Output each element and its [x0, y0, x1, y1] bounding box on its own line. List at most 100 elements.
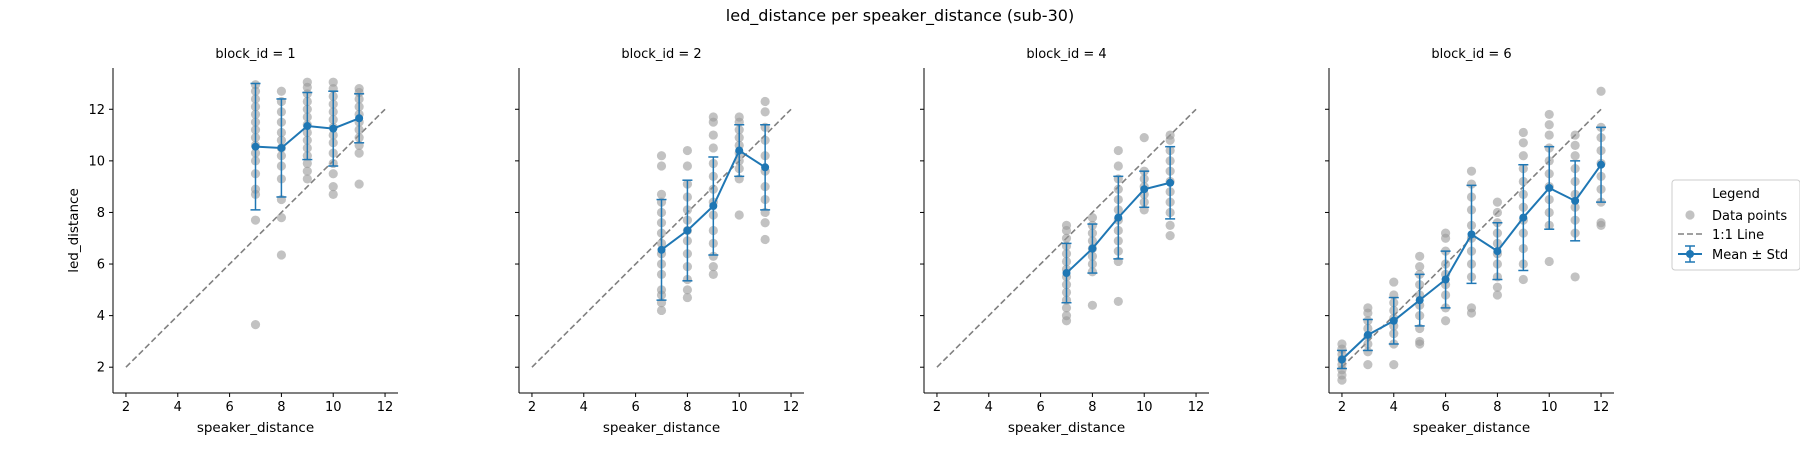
data-point	[1440, 228, 1451, 238]
data-point	[1440, 316, 1451, 326]
data-point	[1544, 130, 1554, 140]
data-point	[760, 107, 770, 117]
mean-point	[1493, 247, 1502, 256]
data-point	[1466, 303, 1477, 313]
x-tick-label: 2	[528, 400, 536, 415]
error-bar	[1596, 126, 1607, 203]
error-bar	[1362, 318, 1373, 352]
data-point	[1570, 151, 1580, 161]
error-bar	[1336, 349, 1347, 370]
x-axis-label: speaker_distance	[1008, 420, 1125, 436]
error-bar	[1544, 145, 1555, 230]
error-bar	[708, 156, 719, 256]
panel-block-2: block_id = 4 2 4 6 8 10 12 speaker_distance	[920, 47, 1209, 436]
data-point	[708, 143, 718, 153]
data-point	[682, 292, 693, 303]
error-bar	[1440, 250, 1451, 309]
data-point	[1389, 277, 1399, 287]
data-point	[760, 96, 770, 107]
mean-point	[1467, 230, 1476, 239]
data-point	[1518, 151, 1528, 161]
data-point	[1492, 282, 1503, 292]
error-bar	[682, 179, 693, 282]
legend-entry-mean: Mean ± Std	[1712, 248, 1788, 263]
x-tick-label: 8	[683, 400, 691, 415]
data-point	[1389, 360, 1399, 370]
data-point	[682, 145, 693, 156]
data-point	[1544, 109, 1554, 120]
data-point	[1061, 233, 1072, 243]
y-tick-label: 6	[97, 258, 105, 273]
error-bar	[1570, 160, 1581, 242]
x-tick-label: 4	[985, 400, 993, 415]
x-tick-label: 10	[731, 400, 748, 415]
x-axis-label: speaker_distance	[603, 420, 720, 436]
data-point	[1570, 140, 1580, 150]
mean-point	[1597, 160, 1606, 169]
x-tick-label: 2	[1338, 400, 1346, 415]
x-tick-label: 4	[580, 400, 588, 415]
error-bar	[760, 123, 771, 211]
error-bar	[1113, 175, 1124, 260]
x-tick-label: 12	[377, 400, 394, 415]
error-bar	[1061, 242, 1072, 304]
data-point	[1113, 296, 1123, 307]
data-point	[328, 77, 338, 87]
data-point	[1415, 262, 1425, 272]
mean-point	[1519, 213, 1528, 222]
mean-point	[761, 163, 770, 172]
data-point	[1466, 179, 1477, 189]
data-point	[682, 161, 693, 171]
data-point	[1165, 130, 1175, 140]
mean-point	[1389, 316, 1398, 325]
data-point	[682, 285, 693, 295]
error-bar	[1466, 184, 1477, 285]
data-point	[1415, 336, 1425, 347]
panel-block-3: block_id = 6 2 4 6 8 10 12 speaker_distance	[1325, 47, 1614, 436]
error-bar	[656, 198, 667, 301]
legend-frame	[1671, 179, 1800, 271]
data-point	[302, 77, 312, 87]
x-tick-label: 10	[1136, 400, 1153, 415]
data-point	[1596, 86, 1606, 96]
mean-point	[329, 124, 338, 133]
data-point	[1061, 303, 1072, 313]
x-tick-label: 10	[325, 400, 342, 415]
error-bar	[276, 98, 287, 198]
data-point	[302, 174, 312, 184]
data-point	[276, 86, 287, 96]
panel-block-0: block_id = 1 2 4 6 8 10 12 2 4 6 8 10 12 speaker_dist…	[66, 47, 398, 436]
data-point	[1363, 360, 1373, 370]
panel-title: block_id = 2	[621, 47, 701, 62]
legend: Legend Data points 1:1 Line Mean ± Std	[1671, 179, 1800, 271]
data-point	[760, 234, 770, 245]
mean-point	[657, 245, 666, 254]
mean-point	[1166, 178, 1175, 187]
error-bar	[1388, 296, 1399, 345]
error-bar	[1492, 222, 1503, 281]
data-point	[1087, 300, 1098, 310]
data-point	[1363, 303, 1373, 313]
error-bar	[328, 90, 339, 167]
x-tick-label: 2	[933, 400, 941, 415]
panel-title: block_id = 6	[1431, 47, 1511, 62]
mean-point	[1062, 269, 1071, 278]
error-bar	[1414, 273, 1425, 327]
x-tick-label: 12	[1593, 400, 1610, 415]
mean-point	[683, 226, 692, 235]
identity-line	[125, 108, 386, 368]
data-point	[1596, 218, 1606, 228]
x-tick-label: 12	[1188, 400, 1205, 415]
x-tick-label: 12	[783, 400, 800, 415]
x-tick-label: 6	[225, 400, 233, 415]
mean-point	[355, 114, 364, 123]
data-point	[708, 251, 718, 261]
x-tick-label: 6	[1441, 400, 1449, 415]
error-bar	[1165, 145, 1176, 220]
data-point	[1415, 251, 1425, 261]
data-point	[354, 179, 364, 189]
data-point	[734, 210, 744, 220]
data-point	[302, 166, 312, 176]
data-point	[734, 112, 744, 122]
